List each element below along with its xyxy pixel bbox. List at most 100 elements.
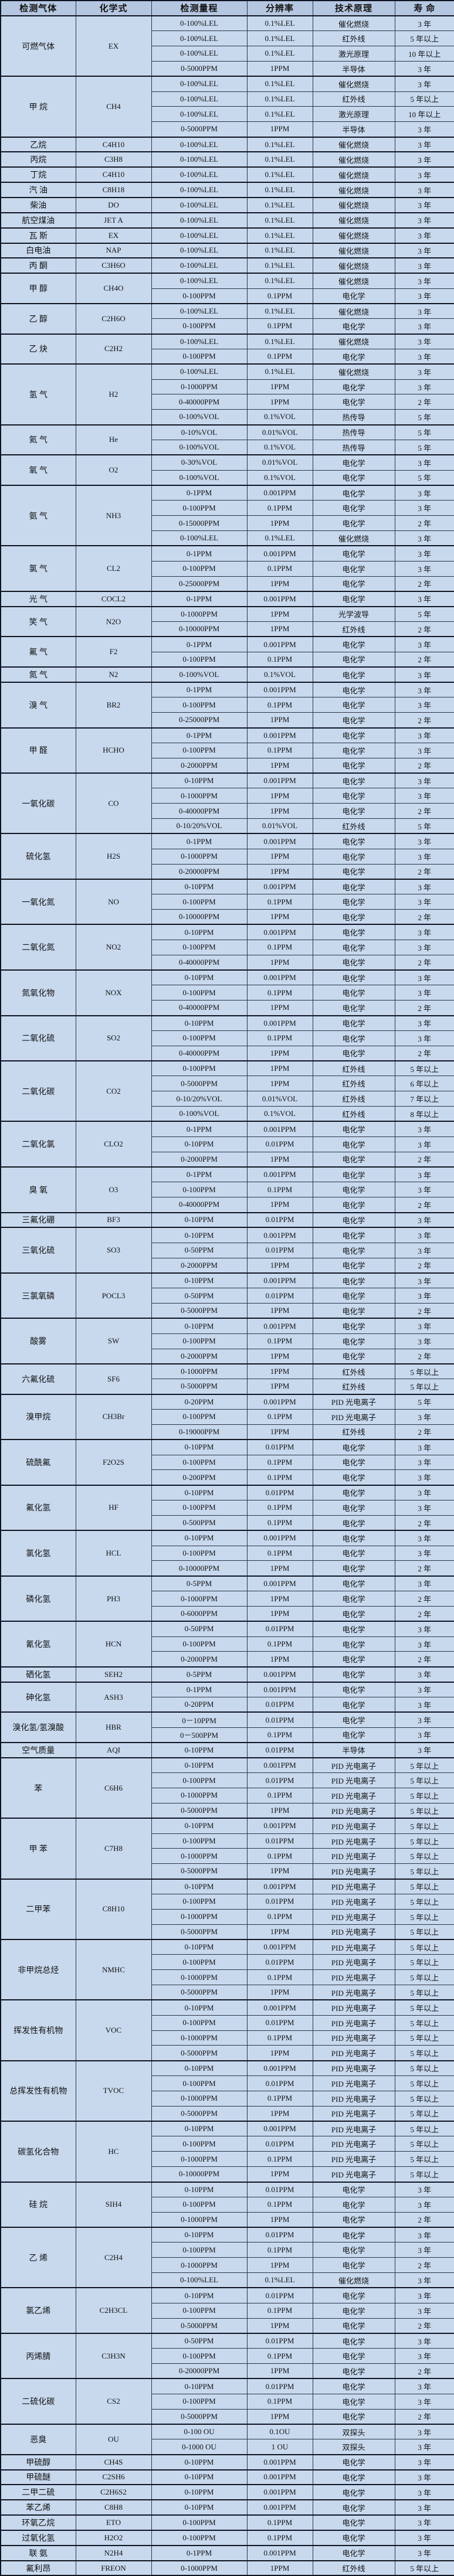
lifespan-cell: 5 年以上	[394, 2075, 454, 2091]
resolution-cell: 0.01%VOL	[246, 454, 313, 471]
formula-cell: H2	[75, 363, 152, 426]
resolution-cell: 1PPM	[246, 1060, 313, 1077]
resolution-cell: 0.001PPM	[246, 2469, 313, 2485]
formula-cell: C2H6S2	[75, 2484, 152, 2500]
principle-cell: PID 光电离子	[312, 1924, 395, 1940]
principle-cell: 电化学	[312, 909, 395, 925]
formula-cell: O2	[75, 454, 152, 486]
formula-cell: DO	[75, 196, 152, 213]
range-cell: 0-10PPM	[151, 2378, 248, 2394]
table-row: 三氧化硫 SO3 0-10PPM 0.001PPM 电化学 3 年	[0, 1227, 454, 1274]
resolution-cell: 0.1%LEL	[246, 363, 313, 380]
principle-cell: 电化学	[312, 1591, 395, 1607]
range-cell: 0-100%LEL	[151, 136, 248, 152]
lifespan-cell: 5 年以上	[394, 2030, 454, 2046]
resolution-cell: 0.001PPM	[246, 1318, 313, 1334]
table-row: 0-100PPM 0.01PPM PID 光电离子 5 年以上	[1, 1893, 454, 1910]
resolution-cell: 1PPM	[246, 60, 313, 77]
table-row: 丁烷 C4H10 0-100%LEL 0.1%LEL 催化燃烧 3 年	[0, 166, 454, 183]
range-cell: 0-100%LEL	[151, 2272, 248, 2288]
range-cell: 0-10PPM	[151, 2484, 248, 2500]
range-cell: 0-100%LEL	[151, 273, 248, 289]
principle-cell: 红外线	[312, 2560, 395, 2576]
table-row: 0-1000PPM 0.1PPM PID 光电离子 5 年以上	[1, 1788, 454, 1803]
gas-name-cell: 联 氨	[0, 2544, 76, 2561]
principle-cell: PID 光电离子	[312, 1848, 395, 1864]
range-cell: 0-100%LEL	[151, 302, 248, 319]
lifespan-cell: 2 年	[394, 1197, 454, 1213]
table-row: 0-100PPM 0.01PPM PID 光电离子 5 年以上	[1, 1833, 454, 1849]
lifespan-cell: 5 年	[394, 1393, 454, 1410]
table-row: 0-10/20%VOL 0.01%VOL 红外线 5 年	[1, 818, 454, 834]
principle-cell: 红外线	[312, 1106, 395, 1122]
range-cell: 0-2000PPM	[151, 1651, 248, 1668]
range-cell: 0-15000PPM	[151, 515, 248, 532]
range-cell: 0-40000PPM	[151, 394, 248, 410]
principle-cell: 电化学	[312, 1000, 395, 1016]
table-row: 氨 气 NH3 0-1PPM 0.001PPM 电化学 3 年	[0, 484, 454, 546]
lifespan-cell: 3 年	[394, 1408, 454, 1425]
resolution-cell: 0.01PPM	[246, 2332, 313, 2349]
gas-name-cell: 一氧化氮	[0, 878, 76, 925]
range-cell: 0-2000PPM	[151, 1257, 248, 1274]
lifespan-cell: 5 年	[394, 818, 454, 834]
lifespan-cell: 5 年以上	[394, 1788, 454, 1803]
range-cell: 0-1000PPM	[151, 379, 248, 395]
principle-cell: 电化学	[312, 1545, 395, 1561]
lifespan-cell: 3 年	[394, 500, 454, 516]
lifespan-cell: 5 年以上	[394, 1999, 454, 2016]
table-row: 氮氧化物 NOX 0-10PPM 0.001PPM 电化学 3 年	[0, 969, 454, 1016]
resolution-cell: 0.1PPM	[246, 742, 313, 758]
principle-cell: 电化学	[312, 2454, 395, 2470]
resolution-cell: 0.1PPM	[246, 288, 313, 304]
resolution-cell: 1PPM	[246, 1257, 313, 1274]
gas-name-cell: 丙 酮	[0, 257, 76, 274]
resolution-cell: 0.01PPM	[246, 1954, 313, 1971]
table-row: 0-100PPM 0.1PPM 电化学 3 年	[1, 1636, 454, 1652]
range-cell: 0-100PPM	[151, 1454, 248, 1471]
principle-cell: 电化学	[312, 2499, 395, 2516]
resolution-cell: 1PPM	[246, 863, 313, 880]
principle-cell: 电化学	[312, 1166, 395, 1183]
lifespan-cell: 5 年	[394, 605, 454, 622]
table-row: 0-1000PPM 0.1PPM PID 光电离子 5 年以上	[1, 2090, 454, 2107]
resolution-cell: 0.001PPM	[246, 924, 313, 940]
lifespan-cell: 2 年	[394, 2318, 454, 2334]
range-cell: 0-1000PPM	[151, 1848, 248, 1864]
formula-cell: HBR	[75, 1711, 152, 1743]
range-cell: 0-100PPM	[151, 2393, 248, 2410]
principle-cell: 催化燃烧	[312, 76, 395, 92]
range-cell: 0-100PPM	[151, 2514, 248, 2531]
principle-cell: 电化学	[312, 2529, 395, 2546]
lifespan-cell: 5 年以上	[394, 2121, 454, 2137]
range-cell: 0-100PPM	[151, 2529, 248, 2546]
principle-cell: 电化学	[312, 2332, 395, 2349]
range-cell: 0-100PPM	[151, 1060, 248, 1077]
table-row: 环氧乙烷 ETO 0-100PPM 0.1PPM 电化学 3 年	[0, 2514, 454, 2531]
principle-cell: 电化学	[312, 1651, 395, 1668]
principle-cell: 催化燃烧	[312, 196, 395, 213]
lifespan-cell: 3 年	[394, 1621, 454, 1637]
range-cell: 0-100%LEL	[151, 242, 248, 258]
table-row: 碳氢化合物 HC 0-10PPM 0.001PPM PID 光电离子 5 年以上	[0, 2121, 454, 2183]
principle-cell: 电化学	[312, 560, 395, 577]
lifespan-cell: 5 年以上	[394, 1060, 454, 1077]
principle-cell: 电化学	[312, 394, 395, 410]
principle-cell: 催化燃烧	[312, 333, 395, 349]
principle-cell: 电化学	[312, 2393, 395, 2410]
table-row: 0-100PPM 0.01PPM PID 光电离子 5 年以上	[1, 1772, 454, 1789]
resolution-cell: 0.1PPM	[246, 1908, 313, 1925]
table-row: 乙 醇 C2H6O 0-100%LEL 0.1%LEL 催化燃烧 3 年	[0, 302, 454, 335]
table-row: 0-100%LEL 0.1%LEL 激光原理 10 年以上	[1, 46, 454, 62]
principle-cell: 电化学	[312, 2196, 395, 2213]
range-cell: 0-1000PPM	[151, 848, 248, 865]
principle-cell: 红外线	[312, 621, 395, 637]
resolution-cell: 1PPM	[246, 515, 313, 532]
range-cell: 0-50PPM	[151, 2332, 248, 2349]
header-row: 检测气体 化学式 检测量程 分辨率 技术原理 寿 命	[0, 0, 454, 16]
formula-cell: HF	[75, 1484, 152, 1531]
gas-name-cell: 砷化氢	[0, 1681, 76, 1713]
principle-cell: 电化学	[312, 878, 395, 895]
lifespan-cell: 3 年	[394, 76, 454, 92]
range-cell: 0-1000PPM	[151, 2257, 248, 2274]
